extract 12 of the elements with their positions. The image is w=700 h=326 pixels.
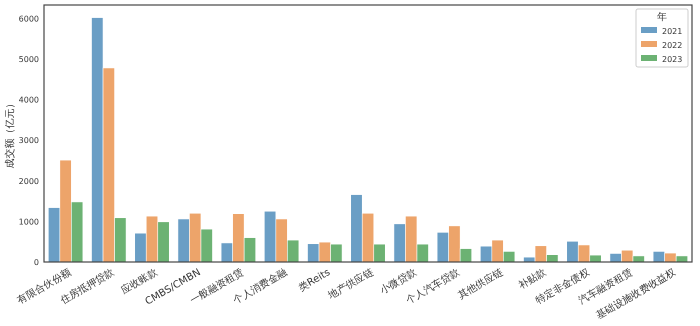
y-tick-label: 4000 [18, 96, 39, 105]
legend-label: 2023 [662, 55, 682, 64]
y-tick-label: 5000 [18, 55, 39, 64]
y-tick-label: 0 [34, 258, 39, 267]
y-tick-label: 3000 [18, 136, 39, 146]
legend-title: 年 [657, 11, 667, 23]
legend-label: 2021 [662, 27, 682, 36]
y-tick-label: 6000 [18, 14, 39, 24]
y-tick-label: 2000 [18, 176, 39, 186]
y-tick-label: 1000 [18, 217, 39, 226]
legend-label: 2022 [662, 41, 682, 50]
y-axis-title: 成交额（亿元） [4, 98, 16, 168]
